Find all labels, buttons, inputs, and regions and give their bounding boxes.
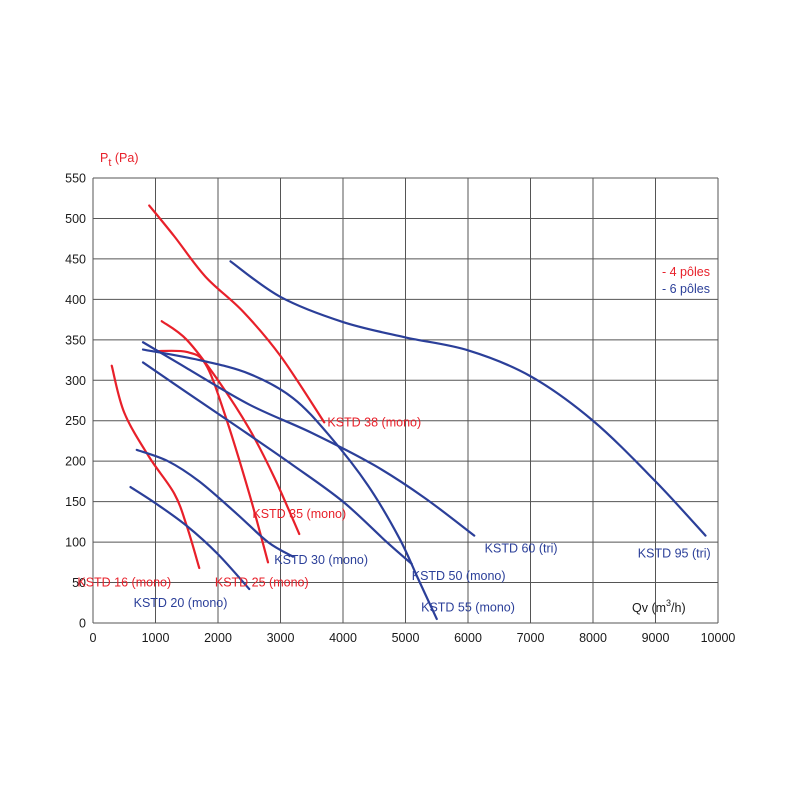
y-tick-label: 400 [65, 293, 86, 307]
x-tick-label: 9000 [642, 631, 670, 645]
x-tick-label: 8000 [579, 631, 607, 645]
grid [92, 177, 719, 624]
curve-label-kstd-30-mono: KSTD 30 (mono) [274, 553, 368, 567]
series-line-kstd-50-mono [141, 361, 413, 566]
curve-label-kstd-95-tri: KSTD 95 (tri) [638, 546, 711, 560]
y-tick-label: 200 [65, 455, 86, 469]
x-axis-label: Qv (m3/h) [632, 598, 686, 615]
y-tick-label: 100 [65, 536, 86, 550]
legend-entry-4-poles: - 4 pôles [662, 265, 710, 279]
x-tick-label: 6000 [454, 631, 482, 645]
curve-label-kstd-50-mono: KSTD 50 (mono) [412, 569, 506, 583]
y-tick-label: 500 [65, 212, 86, 226]
series-line-kstd-25-mono [154, 349, 270, 564]
curve-labels: KSTD 16 (mono) KSTD 25 (mono) KSTD 35 (mon… [77, 415, 710, 614]
curve-label-kstd-20-mono: KSTD 20 (mono) [134, 596, 228, 610]
series-curves [110, 204, 707, 621]
x-tick-label: 5000 [392, 631, 420, 645]
x-tick-label: 2000 [204, 631, 232, 645]
x-tick-label: 10000 [701, 631, 736, 645]
legend-entry-6-poles: - 6 pôles [662, 282, 710, 296]
y-tick-label: 50 [72, 576, 86, 590]
x-tick-label: 0 [90, 631, 97, 645]
series-line-kstd-55-mono [141, 348, 438, 621]
curve-label-kstd-25-mono: KSTD 25 (mono) [215, 576, 309, 590]
curve-label-kstd-60-tri: KSTD 60 (tri) [485, 542, 558, 556]
series-line-kstd-95-tri [229, 260, 707, 537]
curve-label-kstd-55-mono: KSTD 55 (mono) [421, 601, 515, 615]
y-tick-label: 350 [65, 333, 86, 347]
y-axis-label: Pt (Pa) [100, 151, 139, 169]
series-line-kstd-60-tri [141, 341, 476, 537]
y-tick-label: 300 [65, 374, 86, 388]
x-tick-label: 7000 [517, 631, 545, 645]
y-tick-label: 250 [65, 414, 86, 428]
x-tick-label: 1000 [142, 631, 170, 645]
legend: - 4 pôles - 6 pôles [662, 265, 710, 296]
series-line-kstd-30-mono [135, 448, 295, 558]
y-tick-label: 0 [79, 617, 86, 631]
curve-label-kstd-16-mono: KSTD 16 (mono) [77, 576, 171, 590]
series-line-kstd-16-mono [110, 364, 201, 570]
series-line-kstd-38-mono [148, 204, 326, 424]
series-line-kstd-20-mono [129, 485, 251, 591]
y-tick-label: 550 [65, 172, 86, 186]
y-tick-label: 450 [65, 252, 86, 266]
curve-label-kstd-35-mono: KSTD 35 (mono) [252, 507, 346, 521]
axes: 0 1000 2000 3000 4000 5000 6000 7000 8000 9000 100… [65, 172, 735, 646]
x-tick-label: 3000 [267, 631, 295, 645]
y-tick-label: 150 [65, 495, 86, 509]
curve-label-kstd-38-mono: KSTD 38 (mono) [327, 415, 421, 429]
series-line-kstd-35-mono [160, 320, 301, 536]
x-tick-label: 4000 [329, 631, 357, 645]
